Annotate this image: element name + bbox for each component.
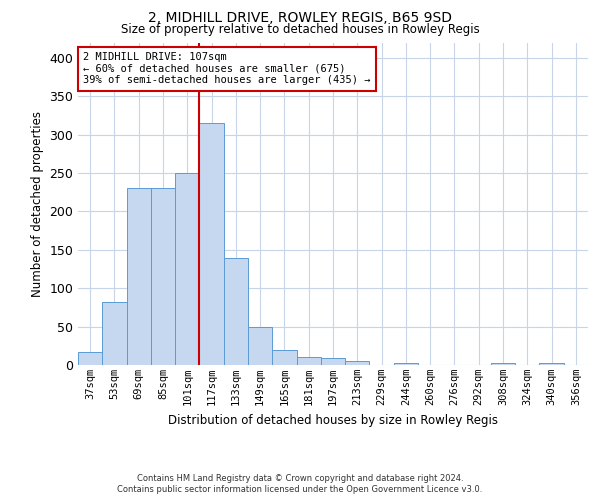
Bar [199, 123, 224, 365]
Bar [151, 188, 175, 365]
Bar [175, 173, 199, 365]
Y-axis label: Number of detached properties: Number of detached properties [31, 111, 44, 296]
Text: Contains HM Land Registry data © Crown copyright and database right 2024.
Contai: Contains HM Land Registry data © Crown c… [118, 474, 482, 494]
Bar [272, 350, 296, 365]
X-axis label: Distribution of detached houses by size in Rowley Regis: Distribution of detached houses by size … [168, 414, 498, 426]
Text: 2 MIDHILL DRIVE: 107sqm
← 60% of detached houses are smaller (675)
39% of semi-d: 2 MIDHILL DRIVE: 107sqm ← 60% of detache… [83, 52, 371, 86]
Bar [394, 362, 418, 365]
Bar [78, 352, 102, 365]
Bar [321, 358, 345, 365]
Text: Size of property relative to detached houses in Rowley Regis: Size of property relative to detached ho… [121, 22, 479, 36]
Text: 2, MIDHILL DRIVE, ROWLEY REGIS, B65 9SD: 2, MIDHILL DRIVE, ROWLEY REGIS, B65 9SD [148, 11, 452, 25]
Bar [224, 258, 248, 365]
Bar [345, 361, 370, 365]
Bar [539, 362, 564, 365]
Bar [491, 362, 515, 365]
Bar [127, 188, 151, 365]
Bar [102, 302, 127, 365]
Bar [296, 358, 321, 365]
Bar [248, 326, 272, 365]
